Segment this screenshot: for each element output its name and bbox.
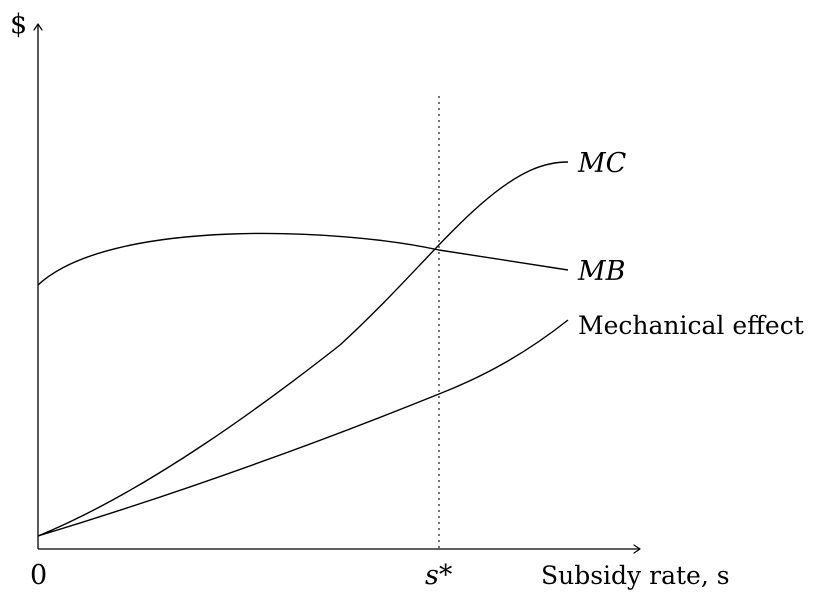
mc-curve-label: MC (577, 148, 627, 179)
mc-curve (37, 161, 569, 537)
x-axis-label: Subsidy rate, s (541, 561, 730, 590)
y-axis-label: $ (10, 9, 27, 40)
s-star-label: s* (425, 560, 453, 591)
mb-curve (37, 232, 569, 286)
x-axis-arrowhead (633, 544, 641, 554)
mb-curve-label: MB (577, 256, 626, 287)
y-axis-arrowhead (33, 23, 43, 31)
x-origin-label: 0 (30, 560, 47, 591)
mechanical-effect-curve-label: Mechanical effect (578, 311, 804, 340)
mechanical-effect-curve (37, 319, 569, 537)
